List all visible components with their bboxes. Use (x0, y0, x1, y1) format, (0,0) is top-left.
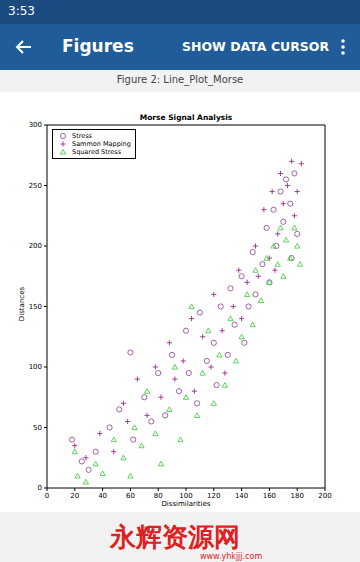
svg-text:200: 200 (29, 242, 42, 250)
svg-text:50: 50 (33, 424, 42, 432)
html-text:www.yhkjjj.com: www.yhkjjj.com (200, 552, 263, 561)
html-text:Distances: Distances (18, 286, 26, 322)
svg-text:250: 250 (29, 182, 42, 190)
svg-text:0: 0 (38, 484, 42, 492)
svg-text:300: 300 (29, 121, 42, 129)
html-text:Dissimilarities: Dissimilarities (161, 500, 211, 508)
svg-text:80: 80 (154, 492, 163, 500)
html-text:3:53: 3:53 (8, 4, 35, 18)
svg-text:140: 140 (235, 492, 248, 500)
svg-text:100: 100 (179, 492, 192, 500)
svg-text:20: 20 (70, 492, 79, 500)
svg-text:160: 160 (263, 492, 276, 500)
svg-text:40: 40 (98, 492, 107, 500)
svg-text:200: 200 (318, 492, 331, 500)
html-text:Squared Stress: Squared Stress (72, 148, 122, 156)
svg-text:100: 100 (29, 363, 42, 371)
svg-text:180: 180 (291, 492, 304, 500)
svg-text:120: 120 (207, 492, 220, 500)
html-text:SHOW DATA CURSOR: SHOW DATA CURSOR (182, 39, 330, 54)
html-text:Stress: Stress (72, 132, 92, 140)
svg-text:60: 60 (126, 492, 135, 500)
html-text:Figure 2: Line_Plot_Morse: Figure 2: Line_Plot_Morse (116, 74, 244, 85)
svg-text:0: 0 (45, 492, 49, 500)
svg-text:150: 150 (29, 303, 42, 311)
html-text:Figures: Figures (62, 36, 134, 56)
html-text:Sammon Mapping: Sammon Mapping (72, 140, 131, 148)
html-text:Morse Signal Analysis: Morse Signal Analysis (139, 113, 233, 122)
html-text:永辉资源网: 永辉资源网 (110, 522, 240, 552)
